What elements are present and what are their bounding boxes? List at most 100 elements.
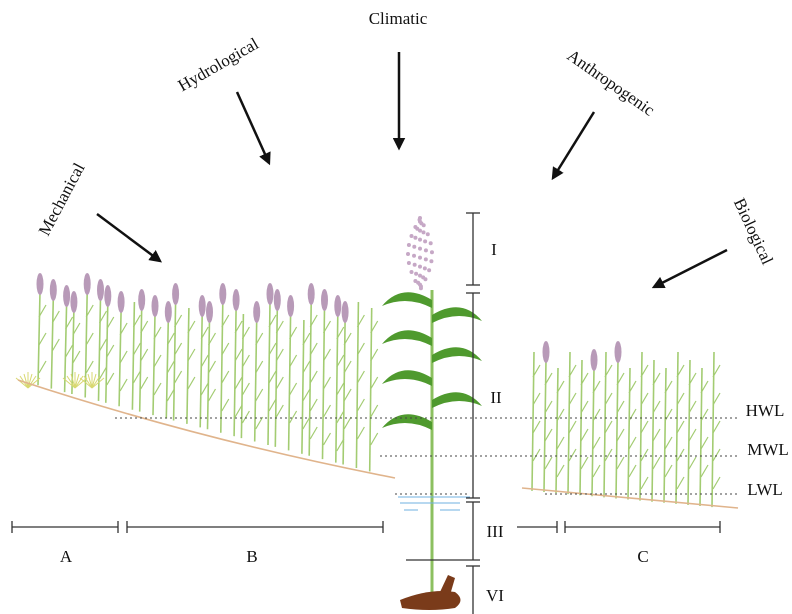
main-panicle xyxy=(418,273,422,278)
reed-leaf xyxy=(676,364,685,378)
reed-leaf xyxy=(38,304,47,318)
reed-leaf xyxy=(604,364,613,378)
main-panicle xyxy=(421,230,426,235)
main-panicle xyxy=(409,270,414,274)
reed-leaf xyxy=(132,370,141,384)
reed-leaf xyxy=(628,380,637,394)
reed-leaf xyxy=(187,376,196,390)
reed-leaf xyxy=(712,364,721,378)
label-hwl: HWL xyxy=(746,401,785,420)
reed-leaf xyxy=(343,388,352,402)
reed-leaf xyxy=(200,354,209,368)
main-panicle xyxy=(412,262,417,267)
reed-leaf xyxy=(51,310,60,324)
main-leaf xyxy=(382,330,432,346)
reed-leaf xyxy=(664,464,673,478)
reed-leaf xyxy=(322,348,332,362)
arrow xyxy=(235,91,271,166)
reed-leaf xyxy=(604,420,613,434)
reed-leaf xyxy=(221,398,230,412)
reed-leaf xyxy=(343,332,352,346)
reed-leaf xyxy=(712,476,721,490)
reed-leaf xyxy=(221,314,230,328)
main-leaf xyxy=(432,392,482,408)
reed-leaf xyxy=(302,416,311,430)
panicle xyxy=(104,285,112,307)
reed-stem xyxy=(567,351,571,495)
reed-stem xyxy=(579,359,583,496)
grass xyxy=(15,377,29,389)
reed-leaf xyxy=(153,382,162,396)
reed-leaf xyxy=(119,322,128,336)
reed-leaf xyxy=(302,332,311,346)
reed-stem xyxy=(267,301,271,446)
reed-leaf xyxy=(370,320,379,334)
reed-leaf xyxy=(676,476,685,490)
main-panicle xyxy=(423,248,428,253)
factor-label: Mechanical xyxy=(35,160,89,239)
reed-leaf xyxy=(98,366,108,380)
reed-leaf xyxy=(664,408,673,422)
main-panicle xyxy=(423,277,428,282)
reed-stem xyxy=(308,301,312,456)
reed-leaf xyxy=(343,416,352,430)
reed-leaf xyxy=(688,456,697,470)
reed-leaf xyxy=(640,392,649,406)
arrow xyxy=(651,248,728,289)
reed-leaf xyxy=(132,314,141,328)
reed-leaf xyxy=(544,400,553,414)
reed-stem xyxy=(543,359,547,492)
reed-leaf xyxy=(336,354,345,368)
panicle xyxy=(341,301,349,323)
reed-leaf xyxy=(652,400,661,414)
panicle xyxy=(266,283,274,305)
reed-leaf xyxy=(556,436,565,450)
reed-leaf xyxy=(85,360,94,374)
reed-leaf xyxy=(616,456,625,470)
reed-leaf xyxy=(275,348,284,362)
reed-leaf xyxy=(187,320,196,334)
ground-left xyxy=(17,379,396,479)
main-panicle xyxy=(418,255,422,260)
panicle xyxy=(83,273,91,295)
reed-leaf xyxy=(628,408,637,422)
reed-leaf xyxy=(652,372,661,386)
reed-stem xyxy=(335,313,339,463)
reed-leaf xyxy=(309,314,318,328)
reed-leaf xyxy=(140,320,149,334)
reed-leaf xyxy=(356,342,365,356)
reed-stem xyxy=(287,313,292,451)
section-label: A xyxy=(60,547,73,566)
main-panicle xyxy=(412,253,417,258)
reed-leaf xyxy=(616,372,625,386)
reed-leaf xyxy=(322,320,332,334)
panicle xyxy=(117,291,125,313)
grass xyxy=(74,375,84,389)
reed-stem xyxy=(240,313,245,439)
reed-leaf xyxy=(568,364,577,378)
reed-leaf xyxy=(688,400,697,414)
main-panicle xyxy=(406,252,410,256)
reed-leaf xyxy=(275,404,284,418)
panicle xyxy=(232,289,240,311)
reed-leaf xyxy=(544,456,553,470)
reed-leaf xyxy=(241,326,250,340)
reed-leaf xyxy=(140,376,149,390)
reed-stem xyxy=(675,351,679,504)
reed-leaf xyxy=(592,436,601,450)
reed-leaf xyxy=(200,382,209,396)
water xyxy=(398,496,470,511)
reed-stem xyxy=(615,359,619,499)
reed-leaf xyxy=(580,428,589,442)
reed-leaf xyxy=(241,354,250,368)
main-panicle xyxy=(425,232,430,237)
zone-label: I xyxy=(491,240,497,259)
panicle xyxy=(49,279,57,301)
factor-label: Climatic xyxy=(369,9,428,28)
zone-label: II xyxy=(490,388,502,407)
reed-leaf xyxy=(98,310,108,324)
main-panicle xyxy=(414,271,419,276)
main-leaf xyxy=(382,292,432,308)
reed-leaf xyxy=(592,464,601,478)
reed-stem xyxy=(651,359,655,502)
